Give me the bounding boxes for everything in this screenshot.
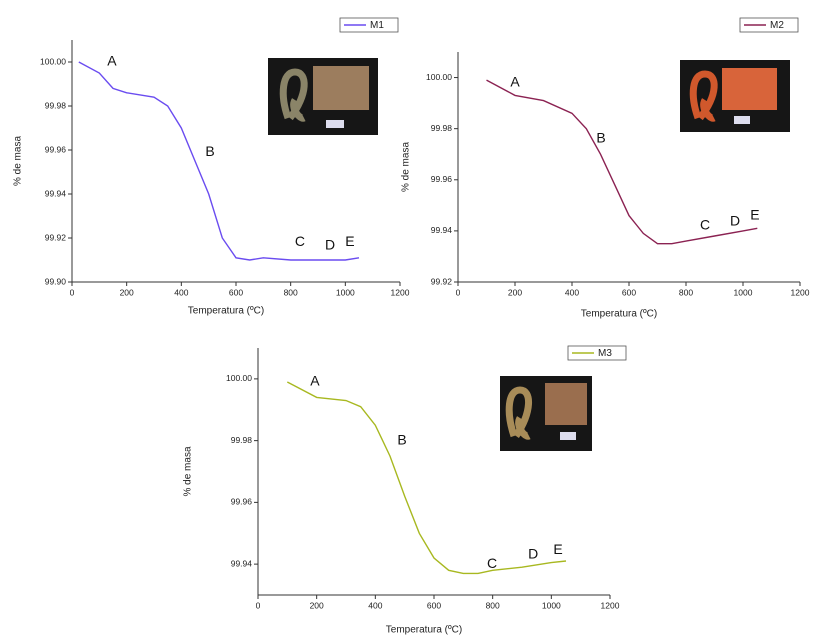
x-tick-label: 600: [622, 287, 636, 297]
annotation: A: [310, 373, 320, 389]
y-axis-label: % de masa: [183, 446, 194, 496]
y-tick-label: 99.92: [431, 276, 453, 286]
inset-photo: [268, 58, 378, 135]
x-axis-label: Temperatura (ºC): [386, 625, 462, 636]
y-tick-label: 99.96: [231, 497, 253, 507]
annotation: E: [750, 206, 759, 222]
y-tick-label: 99.98: [431, 123, 453, 133]
annotation: C: [700, 216, 710, 232]
y-tick-label: 100.00: [226, 373, 252, 383]
x-tick-label: 800: [679, 287, 693, 297]
x-tick-label: 400: [174, 287, 188, 297]
x-tick-label: 1000: [734, 287, 753, 297]
legend-label: M1: [370, 20, 384, 31]
y-tick-label: 99.98: [45, 100, 67, 110]
annotation: D: [730, 213, 740, 229]
x-tick-label: 0: [456, 287, 461, 297]
y-axis-label: % de masa: [401, 142, 412, 192]
annotation: C: [295, 233, 305, 249]
legend-label: M3: [598, 348, 612, 359]
y-tick-label: 100.00: [426, 72, 452, 82]
x-tick-label: 1200: [391, 287, 410, 297]
x-axis-label: Temperatura (ºC): [188, 306, 264, 317]
annotation: D: [528, 546, 538, 562]
inset-photo: [500, 376, 592, 451]
x-tick-label: 1000: [336, 287, 355, 297]
annotation: A: [107, 53, 117, 69]
y-axis-label: % de masa: [13, 136, 24, 186]
y-tick-label: 99.96: [431, 174, 453, 184]
x-tick-label: 200: [310, 600, 324, 610]
y-tick-label: 99.94: [431, 225, 453, 235]
annotation: E: [345, 233, 354, 249]
y-tick-label: 100.00: [40, 56, 66, 66]
annotation: B: [596, 130, 605, 146]
y-tick-label: 99.92: [45, 232, 67, 242]
x-tick-label: 0: [70, 287, 75, 297]
x-tick-label: 600: [229, 287, 243, 297]
x-tick-label: 1200: [601, 600, 620, 610]
y-tick-label: 99.94: [231, 558, 253, 568]
inset-photo: [680, 60, 790, 132]
x-tick-label: 600: [427, 600, 441, 610]
annotation: C: [487, 555, 497, 571]
annotation: E: [553, 541, 562, 557]
figure: 0 200 400 600 800 1000 1200 99.90 99.92 99.94 99.9…: [0, 0, 819, 637]
x-tick-label: 200: [120, 287, 134, 297]
annotation: B: [397, 431, 406, 447]
annotation: B: [205, 143, 214, 159]
x-tick-label: 200: [508, 287, 522, 297]
y-tick-label: 99.96: [45, 144, 67, 154]
x-tick-label: 400: [565, 287, 579, 297]
legend-label: M2: [770, 20, 784, 31]
annotation: A: [510, 73, 520, 89]
x-tick-label: 800: [486, 600, 500, 610]
x-tick-label: 400: [368, 600, 382, 610]
x-axis-label: Temperatura (ºC): [581, 309, 657, 320]
y-tick-label: 99.94: [45, 188, 67, 198]
x-tick-label: 800: [284, 287, 298, 297]
annotation: D: [325, 236, 335, 252]
x-tick-label: 1200: [791, 287, 810, 297]
y-tick-label: 99.90: [45, 276, 67, 286]
y-tick-label: 99.98: [231, 435, 253, 445]
x-tick-label: 1000: [542, 600, 561, 610]
x-tick-label: 0: [256, 600, 261, 610]
